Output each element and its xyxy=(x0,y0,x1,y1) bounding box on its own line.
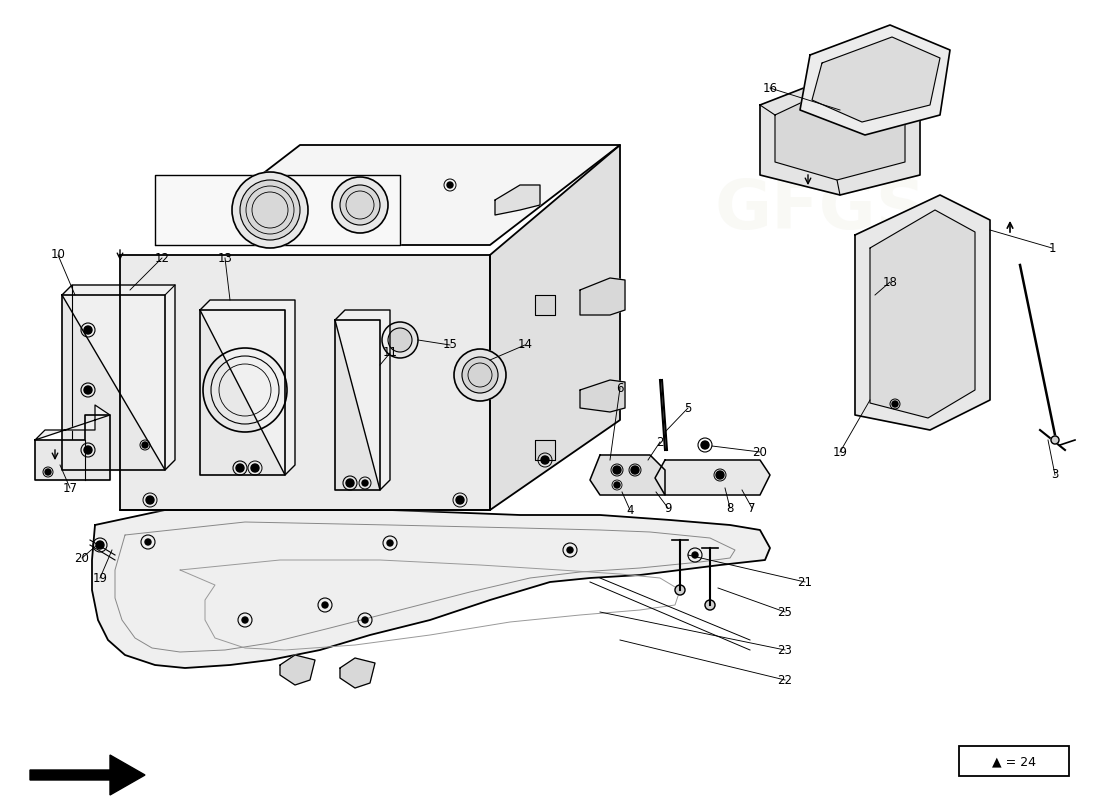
Circle shape xyxy=(84,386,92,394)
Text: 14: 14 xyxy=(517,338,532,351)
Circle shape xyxy=(631,466,639,474)
Polygon shape xyxy=(590,455,666,495)
Text: 19: 19 xyxy=(833,446,847,458)
Polygon shape xyxy=(92,505,770,668)
Circle shape xyxy=(45,469,51,475)
Text: 18: 18 xyxy=(882,275,898,289)
Circle shape xyxy=(145,539,151,545)
Text: 11: 11 xyxy=(383,346,397,359)
Circle shape xyxy=(701,441,710,449)
Text: 19: 19 xyxy=(92,571,108,585)
Circle shape xyxy=(242,617,248,623)
Circle shape xyxy=(705,600,715,610)
Text: 25: 25 xyxy=(778,606,792,618)
Polygon shape xyxy=(812,37,940,122)
Polygon shape xyxy=(280,655,315,685)
Circle shape xyxy=(387,540,393,546)
Circle shape xyxy=(332,177,388,233)
Polygon shape xyxy=(120,255,490,510)
Circle shape xyxy=(251,464,258,472)
Polygon shape xyxy=(340,658,375,688)
Circle shape xyxy=(142,442,148,448)
Circle shape xyxy=(84,326,92,334)
Text: 21: 21 xyxy=(798,575,813,589)
Polygon shape xyxy=(490,145,620,510)
Polygon shape xyxy=(495,185,540,215)
Text: 6: 6 xyxy=(616,382,624,394)
Text: GFGS: GFGS xyxy=(714,177,926,243)
Circle shape xyxy=(204,348,287,432)
Polygon shape xyxy=(35,415,110,480)
Polygon shape xyxy=(155,175,400,245)
Circle shape xyxy=(211,356,279,424)
Circle shape xyxy=(84,446,92,454)
Text: 7: 7 xyxy=(748,502,756,514)
Polygon shape xyxy=(580,380,625,412)
Circle shape xyxy=(146,496,154,504)
Circle shape xyxy=(1050,436,1059,444)
Polygon shape xyxy=(62,295,165,470)
Polygon shape xyxy=(654,460,770,495)
Text: 13: 13 xyxy=(218,251,232,265)
Text: 20: 20 xyxy=(75,551,89,565)
Text: 15: 15 xyxy=(442,338,458,351)
Circle shape xyxy=(362,617,369,623)
Circle shape xyxy=(456,496,464,504)
Polygon shape xyxy=(776,82,905,180)
Polygon shape xyxy=(336,320,380,490)
Circle shape xyxy=(340,185,379,225)
Circle shape xyxy=(232,172,308,248)
Text: 5: 5 xyxy=(684,402,692,414)
Polygon shape xyxy=(30,755,145,795)
Text: 16: 16 xyxy=(762,82,778,94)
Circle shape xyxy=(692,552,698,558)
Circle shape xyxy=(346,479,354,487)
Polygon shape xyxy=(870,210,975,418)
Polygon shape xyxy=(855,195,990,430)
Circle shape xyxy=(892,401,898,407)
Text: a passion for parts since 1965: a passion for parts since 1965 xyxy=(249,421,552,439)
Circle shape xyxy=(675,585,685,595)
Circle shape xyxy=(96,541,104,549)
Circle shape xyxy=(236,464,244,472)
Circle shape xyxy=(614,482,620,488)
Polygon shape xyxy=(62,285,175,470)
Polygon shape xyxy=(170,145,620,245)
Text: 22: 22 xyxy=(778,674,792,686)
Text: 10: 10 xyxy=(51,249,65,262)
Circle shape xyxy=(240,180,300,240)
Circle shape xyxy=(462,357,498,393)
Circle shape xyxy=(613,466,621,474)
Text: 2: 2 xyxy=(657,435,663,449)
Polygon shape xyxy=(580,278,625,315)
Circle shape xyxy=(322,602,328,608)
Circle shape xyxy=(388,328,412,352)
Polygon shape xyxy=(535,295,556,315)
Text: 17: 17 xyxy=(63,482,77,494)
Text: 20: 20 xyxy=(752,446,768,458)
Circle shape xyxy=(454,349,506,401)
Circle shape xyxy=(541,456,549,464)
Text: 23: 23 xyxy=(778,643,792,657)
Text: 1: 1 xyxy=(1048,242,1056,254)
Circle shape xyxy=(382,322,418,358)
Text: 3: 3 xyxy=(1052,469,1058,482)
Polygon shape xyxy=(760,70,920,195)
Text: 8: 8 xyxy=(726,502,734,514)
Circle shape xyxy=(716,471,724,479)
Text: 9: 9 xyxy=(664,502,672,514)
Text: 4: 4 xyxy=(626,503,634,517)
Polygon shape xyxy=(800,25,950,135)
Polygon shape xyxy=(535,440,556,460)
Circle shape xyxy=(566,547,573,553)
FancyBboxPatch shape xyxy=(959,746,1069,776)
Polygon shape xyxy=(200,310,285,475)
Circle shape xyxy=(362,480,369,486)
Circle shape xyxy=(447,182,453,188)
Text: ▲ = 24: ▲ = 24 xyxy=(992,755,1036,769)
Polygon shape xyxy=(336,310,390,490)
Polygon shape xyxy=(35,405,110,440)
Polygon shape xyxy=(200,300,295,475)
Text: 12: 12 xyxy=(154,251,169,265)
